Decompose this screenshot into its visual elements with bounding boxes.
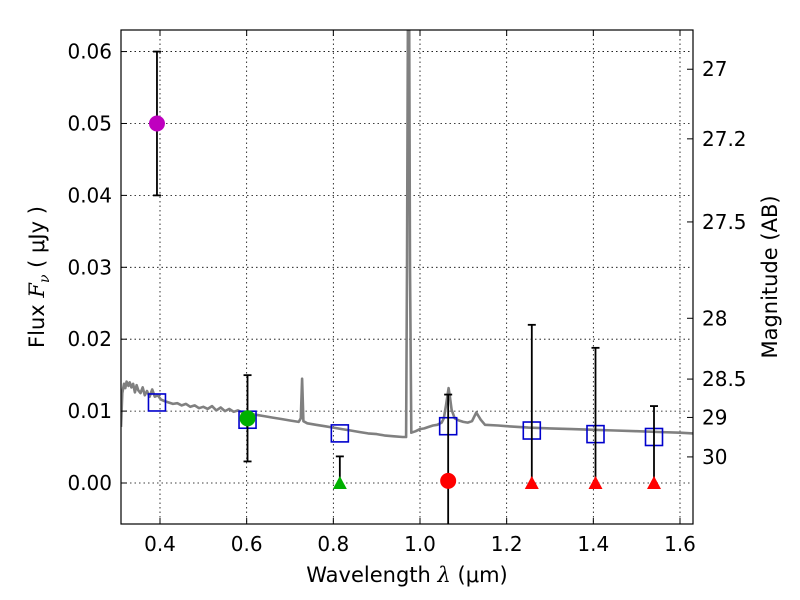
x-tick-label: 0.8 [317, 532, 349, 556]
y-tick-label: 0.03 [67, 255, 112, 279]
y-axis-label-prefix: Flux [25, 304, 49, 348]
model-photometry-square [147, 393, 167, 412]
upper-limit-triangle [524, 476, 539, 490]
x-tick-label: 1.2 [491, 532, 523, 556]
y-axis-label-unit: μJy [25, 221, 49, 253]
grid [121, 30, 693, 524]
plot-area [121, 30, 693, 524]
x-axis-label: Wavelength λ (μm) [306, 563, 507, 587]
y-axis-label-unit-close: ) [25, 206, 49, 214]
x-axis-label-prefix: Wavelength [306, 563, 431, 587]
upper-limit-triangle [647, 476, 661, 490]
magnitude-tick-label: 27.5 [702, 210, 747, 234]
detection-point [440, 472, 457, 489]
y-tick-label: 0.00 [67, 471, 112, 495]
sed-model-line [121, 30, 693, 439]
magnitude-tick-label: 27 [702, 57, 727, 81]
x-axis-label-unit-open: ( [451, 563, 466, 587]
y-tick-label: 0.05 [67, 111, 112, 135]
upper-limit-triangle [332, 476, 347, 490]
y-tick-label: 0.01 [67, 399, 112, 423]
detection-point [148, 115, 165, 132]
y-tick-label: 0.02 [67, 327, 112, 351]
magnitude-tick-label: 28.5 [702, 367, 747, 391]
model-photometry-square [330, 424, 350, 443]
y-axis-label-subscript: ν [37, 274, 53, 283]
x-tick-label: 1.6 [664, 532, 696, 556]
magnitude-tick-label: 28 [702, 306, 727, 330]
magnitude-axis-label: Magnitude (AB) [758, 195, 782, 358]
y-axis-label-unit-open: ( [25, 260, 49, 268]
y-tick-label: 0.06 [67, 40, 112, 64]
y-tick-label: 0.04 [67, 183, 112, 207]
magnitude-tick-label: 30 [702, 445, 727, 469]
upper-limit-triangle [588, 476, 603, 490]
detection-point [239, 410, 256, 427]
x-tick-label: 0.6 [231, 532, 263, 556]
y-axis-label-symbol: F [25, 282, 49, 299]
x-tick-label: 1.0 [404, 532, 436, 556]
x-axis-label-unit-close: ) [500, 563, 508, 587]
x-tick-label: 1.4 [577, 532, 609, 556]
x-axis-label-unit: μm [466, 563, 500, 587]
magnitude-tick-label: 27.2 [702, 127, 747, 151]
y-axis-label: Flux Fν ( μJy ) [25, 206, 53, 348]
x-tick-label: 0.4 [144, 532, 176, 556]
axis-ticks: 0.4 0.6 0.8 1.0 1.2 1.4 1.6 0.00 0.01 0.02 0.03 0.0… [67, 30, 747, 556]
x-axis-label-symbol: λ [437, 563, 451, 587]
axes-frame [120, 29, 694, 525]
magnitude-tick-label: 29 [702, 405, 727, 429]
